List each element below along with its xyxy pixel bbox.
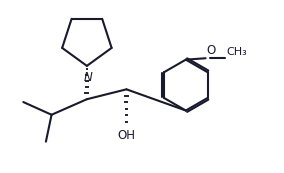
Text: OH: OH [118,129,135,142]
Text: CH₃: CH₃ [227,47,247,57]
Text: O: O [206,44,216,57]
Text: N: N [84,71,92,84]
